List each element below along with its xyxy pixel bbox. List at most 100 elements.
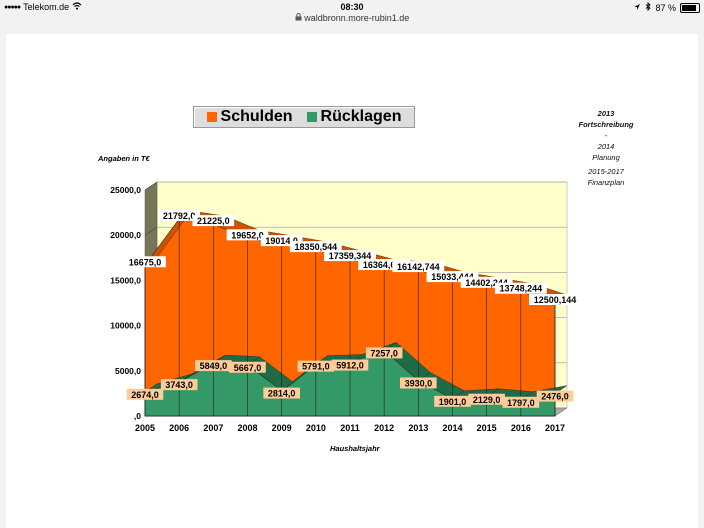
- data-label-bg: [536, 390, 574, 402]
- data-label-rücklagen: 7257,0: [365, 347, 403, 359]
- legend-swatch: [306, 112, 317, 122]
- data-label-bg: [468, 393, 505, 405]
- data-label-text: 5667,0: [234, 363, 262, 373]
- data-label-bg: [195, 360, 232, 372]
- data-label-schulden: 21792,0: [158, 210, 201, 222]
- data-label-rücklagen: 3930,0: [400, 377, 437, 389]
- data-label-bg: [365, 347, 403, 359]
- signal-icon: ●●●●●: [4, 3, 21, 11]
- x-tick-label: 2011: [340, 423, 360, 433]
- note-year: 2013: [597, 109, 615, 118]
- data-label-bg: [460, 276, 513, 288]
- gridline-side: [144, 181, 158, 191]
- data-label-text: 16142,744: [397, 262, 440, 272]
- x-tick-label: 2010: [306, 423, 326, 433]
- data-label-text: 17359,344: [329, 251, 372, 261]
- x-tick-label: 2014: [442, 423, 462, 433]
- x-tick-label: 2009: [272, 423, 292, 433]
- x-axis-title: Haushaltsjahr: [330, 444, 380, 453]
- data-label-schulden: 12500,144: [529, 293, 581, 305]
- battery-percent: 87 %: [655, 2, 676, 13]
- data-label-schulden: 21225,0: [192, 215, 235, 227]
- note-planung: Planung: [592, 153, 620, 162]
- x-tick-label: 2008: [237, 423, 257, 433]
- note-dash: -: [604, 131, 608, 140]
- legend-label: Schulden: [220, 108, 293, 125]
- bluetooth-icon: [645, 1, 652, 13]
- data-label-bg: [400, 377, 437, 389]
- data-label-bg: [289, 241, 342, 253]
- data-label-text: 14402,244: [465, 278, 508, 288]
- data-label-schulden: 15033,444: [426, 271, 479, 283]
- data-label-bg: [263, 387, 300, 399]
- data-label-bg: [494, 282, 547, 294]
- data-label-schulden: 16675,0: [124, 256, 166, 268]
- legend-swatch: [206, 112, 217, 122]
- x-tick-label: 2015: [477, 423, 497, 433]
- lock-icon: [295, 13, 305, 23]
- data-label-text: 15033,444: [431, 272, 474, 282]
- data-label-rücklagen: 2129,0: [468, 393, 505, 405]
- y-tick-label: 20000,0: [110, 230, 141, 240]
- data-label-schulden: 14402,244: [460, 276, 513, 288]
- data-label-text: 13748,244: [500, 284, 543, 294]
- data-label-bg: [192, 215, 235, 227]
- data-label-text: 3930,0: [405, 378, 433, 388]
- data-label-text: 19014,0: [265, 236, 298, 246]
- data-label-schulden: 16142,744: [392, 261, 445, 273]
- data-label-text: 5849,0: [200, 361, 228, 371]
- data-label-bg: [226, 229, 269, 241]
- x-tick-label: 2005: [135, 423, 155, 433]
- data-label-rücklagen: 1901,0: [434, 395, 471, 407]
- data-label-text: 21792,0: [163, 211, 196, 221]
- data-label-text: 5791,0: [302, 362, 330, 372]
- data-label-text: 2129,0: [473, 395, 501, 405]
- data-label-bg: [126, 388, 164, 400]
- data-label-schulden: 18350,544: [289, 241, 342, 253]
- data-label-text: 2674,0: [131, 390, 159, 400]
- chart-note: 2013 Fortschreibung - 2014 Planung 2015-…: [550, 108, 662, 188]
- data-label-bg: [502, 396, 540, 408]
- data-label-bg: [229, 361, 266, 373]
- note-year2: 2014: [597, 142, 615, 151]
- data-label-bg: [358, 259, 411, 271]
- address-bar[interactable]: waldbronn.more-rubin1.de: [0, 13, 704, 27]
- data-label-schulden: 19652,0: [226, 229, 269, 241]
- location-arrow-icon: [633, 3, 641, 13]
- data-label-bg: [392, 261, 445, 273]
- data-label-text: 21225,0: [197, 216, 230, 226]
- y-tick-label: ,0: [134, 411, 141, 421]
- data-label-bg: [260, 235, 303, 247]
- x-tick-label: 2007: [203, 423, 223, 433]
- data-label-bg: [160, 379, 198, 391]
- legend-item-schulden: Schulden: [206, 108, 293, 126]
- data-label-schulden: 13748,244: [494, 282, 547, 294]
- data-label-text: 18350,544: [295, 242, 338, 252]
- data-label-text: 2476,0: [541, 392, 569, 402]
- data-label-bg: [529, 293, 581, 305]
- data-label-bg: [297, 360, 335, 372]
- data-label-text: 16364,644: [363, 260, 406, 270]
- carrier-name: Telekom.de: [23, 2, 70, 12]
- data-label-schulden: 19014,0: [260, 235, 303, 247]
- data-label-text: 3743,0: [165, 380, 193, 390]
- data-label-rücklagen: 1797,0: [502, 396, 540, 408]
- wifi-icon: [72, 2, 82, 12]
- data-label-bg: [331, 359, 369, 371]
- y-tick-label: 10000,0: [110, 321, 141, 331]
- data-label-rücklagen: 2814,0: [263, 387, 300, 399]
- legend-label: Rücklagen: [320, 108, 402, 125]
- data-label-rücklagen: 3743,0: [160, 379, 198, 391]
- data-label-schulden: 17359,344: [324, 250, 376, 262]
- data-label-text: 1797,0: [507, 398, 535, 408]
- data-label-text: 7257,0: [370, 348, 398, 358]
- data-label-text: 19652,0: [231, 230, 264, 240]
- battery-icon: [680, 2, 700, 13]
- y-tick-label: 5000,0: [115, 366, 141, 376]
- data-label-text: 12500,144: [534, 295, 577, 305]
- carrier-group: ●●●●● Telekom.de: [4, 2, 82, 12]
- data-label-rücklagen: 5849,0: [195, 360, 232, 372]
- data-label-rücklagen: 5667,0: [229, 361, 266, 373]
- data-label-text: 1901,0: [439, 397, 467, 407]
